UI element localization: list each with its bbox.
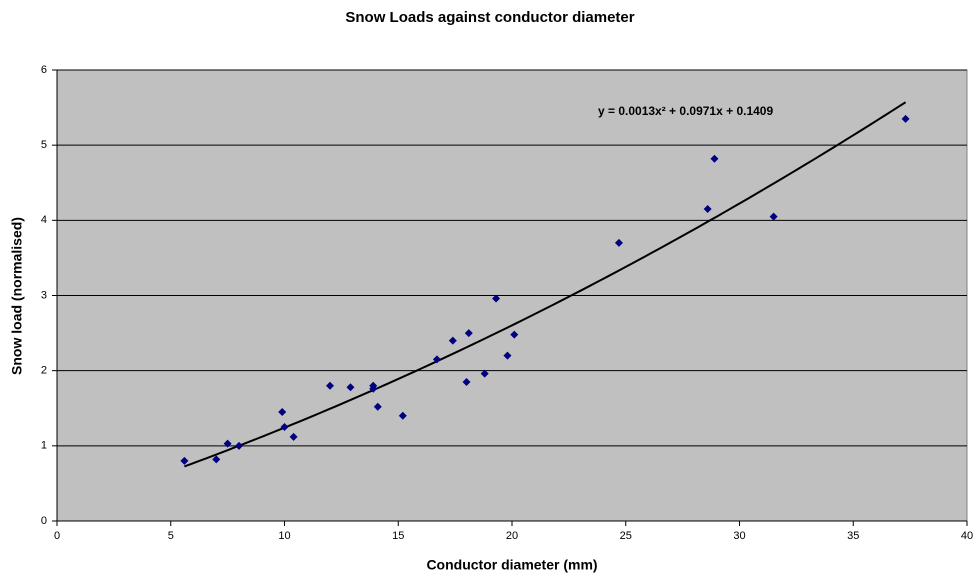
y-tick-label: 3 — [41, 289, 47, 301]
point — [212, 455, 221, 464]
x-tick-label: 10 — [278, 530, 290, 542]
point — [180, 456, 189, 465]
trendline — [184, 101, 907, 468]
point — [769, 212, 778, 221]
point — [432, 355, 441, 364]
y-tick-label: 5 — [41, 139, 47, 151]
point — [280, 423, 289, 432]
point — [710, 154, 719, 163]
x-tick-label: 0 — [54, 530, 60, 542]
point — [326, 381, 334, 390]
point — [278, 408, 287, 417]
point — [510, 330, 519, 339]
point — [703, 205, 712, 214]
point — [223, 439, 232, 448]
x-tick-label: 40 — [961, 530, 973, 542]
point — [369, 384, 378, 393]
x-tick-label: 35 — [847, 530, 859, 542]
x-tick-label: 20 — [506, 530, 518, 542]
y-axis-title: Snow load (normalised) — [9, 217, 25, 375]
point — [235, 441, 243, 450]
point — [373, 402, 382, 411]
x-tick-label: 25 — [620, 530, 632, 542]
point — [289, 432, 298, 441]
x-tick-label: 30 — [733, 530, 745, 542]
trendline-equation: y = 0.0013x² + 0.0971x + 0.1409 — [598, 104, 773, 118]
point — [462, 377, 471, 386]
point — [614, 238, 623, 247]
y-tick-label: 1 — [41, 440, 47, 452]
point — [448, 336, 457, 345]
point — [492, 294, 501, 303]
point — [346, 383, 355, 392]
x-tick-label: 5 — [168, 530, 174, 542]
point — [480, 369, 489, 378]
y-tick-label: 4 — [41, 214, 47, 226]
y-tick-label: 6 — [41, 64, 47, 76]
point — [901, 114, 910, 123]
y-tick-label: 2 — [41, 365, 47, 377]
point — [398, 411, 407, 420]
x-axis-title: Conductor diameter (mm) — [426, 557, 597, 573]
point — [464, 329, 473, 338]
x-tick-label: 15 — [392, 530, 404, 542]
y-tick-label: 0 — [41, 515, 47, 527]
point — [503, 351, 512, 360]
chart-title: Snow Loads against conductor diameter — [345, 9, 634, 26]
